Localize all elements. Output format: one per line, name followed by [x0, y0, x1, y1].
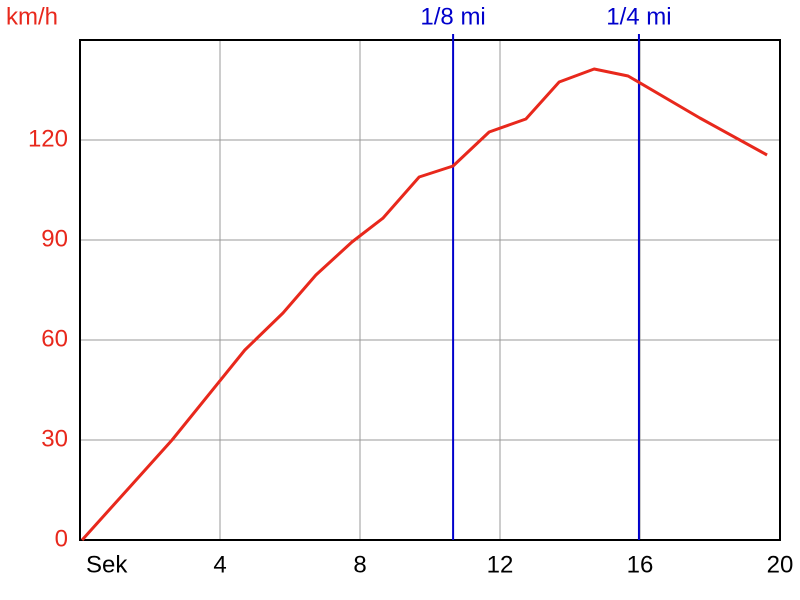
y-tick-label: 30	[41, 425, 68, 452]
speed-line	[80, 67, 768, 542]
x-tick-label: 8	[353, 551, 366, 578]
y-tick-label: 0	[55, 525, 68, 552]
x-tick-label: 12	[487, 551, 514, 578]
y-tick-label: 90	[41, 225, 68, 252]
x-tick-label: 16	[627, 551, 654, 578]
y-axis-label: km/h	[6, 3, 58, 30]
x-tick-label: 4	[213, 551, 226, 578]
plot-frame	[79, 39, 781, 541]
y-tick-label: 120	[28, 125, 68, 152]
x-tick-label: 20	[767, 551, 794, 578]
x-tick-label: Sek	[86, 551, 128, 578]
distance-marker-label: 1/4 mi	[606, 3, 671, 30]
y-tick-label: 60	[41, 325, 68, 352]
distance-marker-label: 1/8 mi	[420, 3, 485, 30]
